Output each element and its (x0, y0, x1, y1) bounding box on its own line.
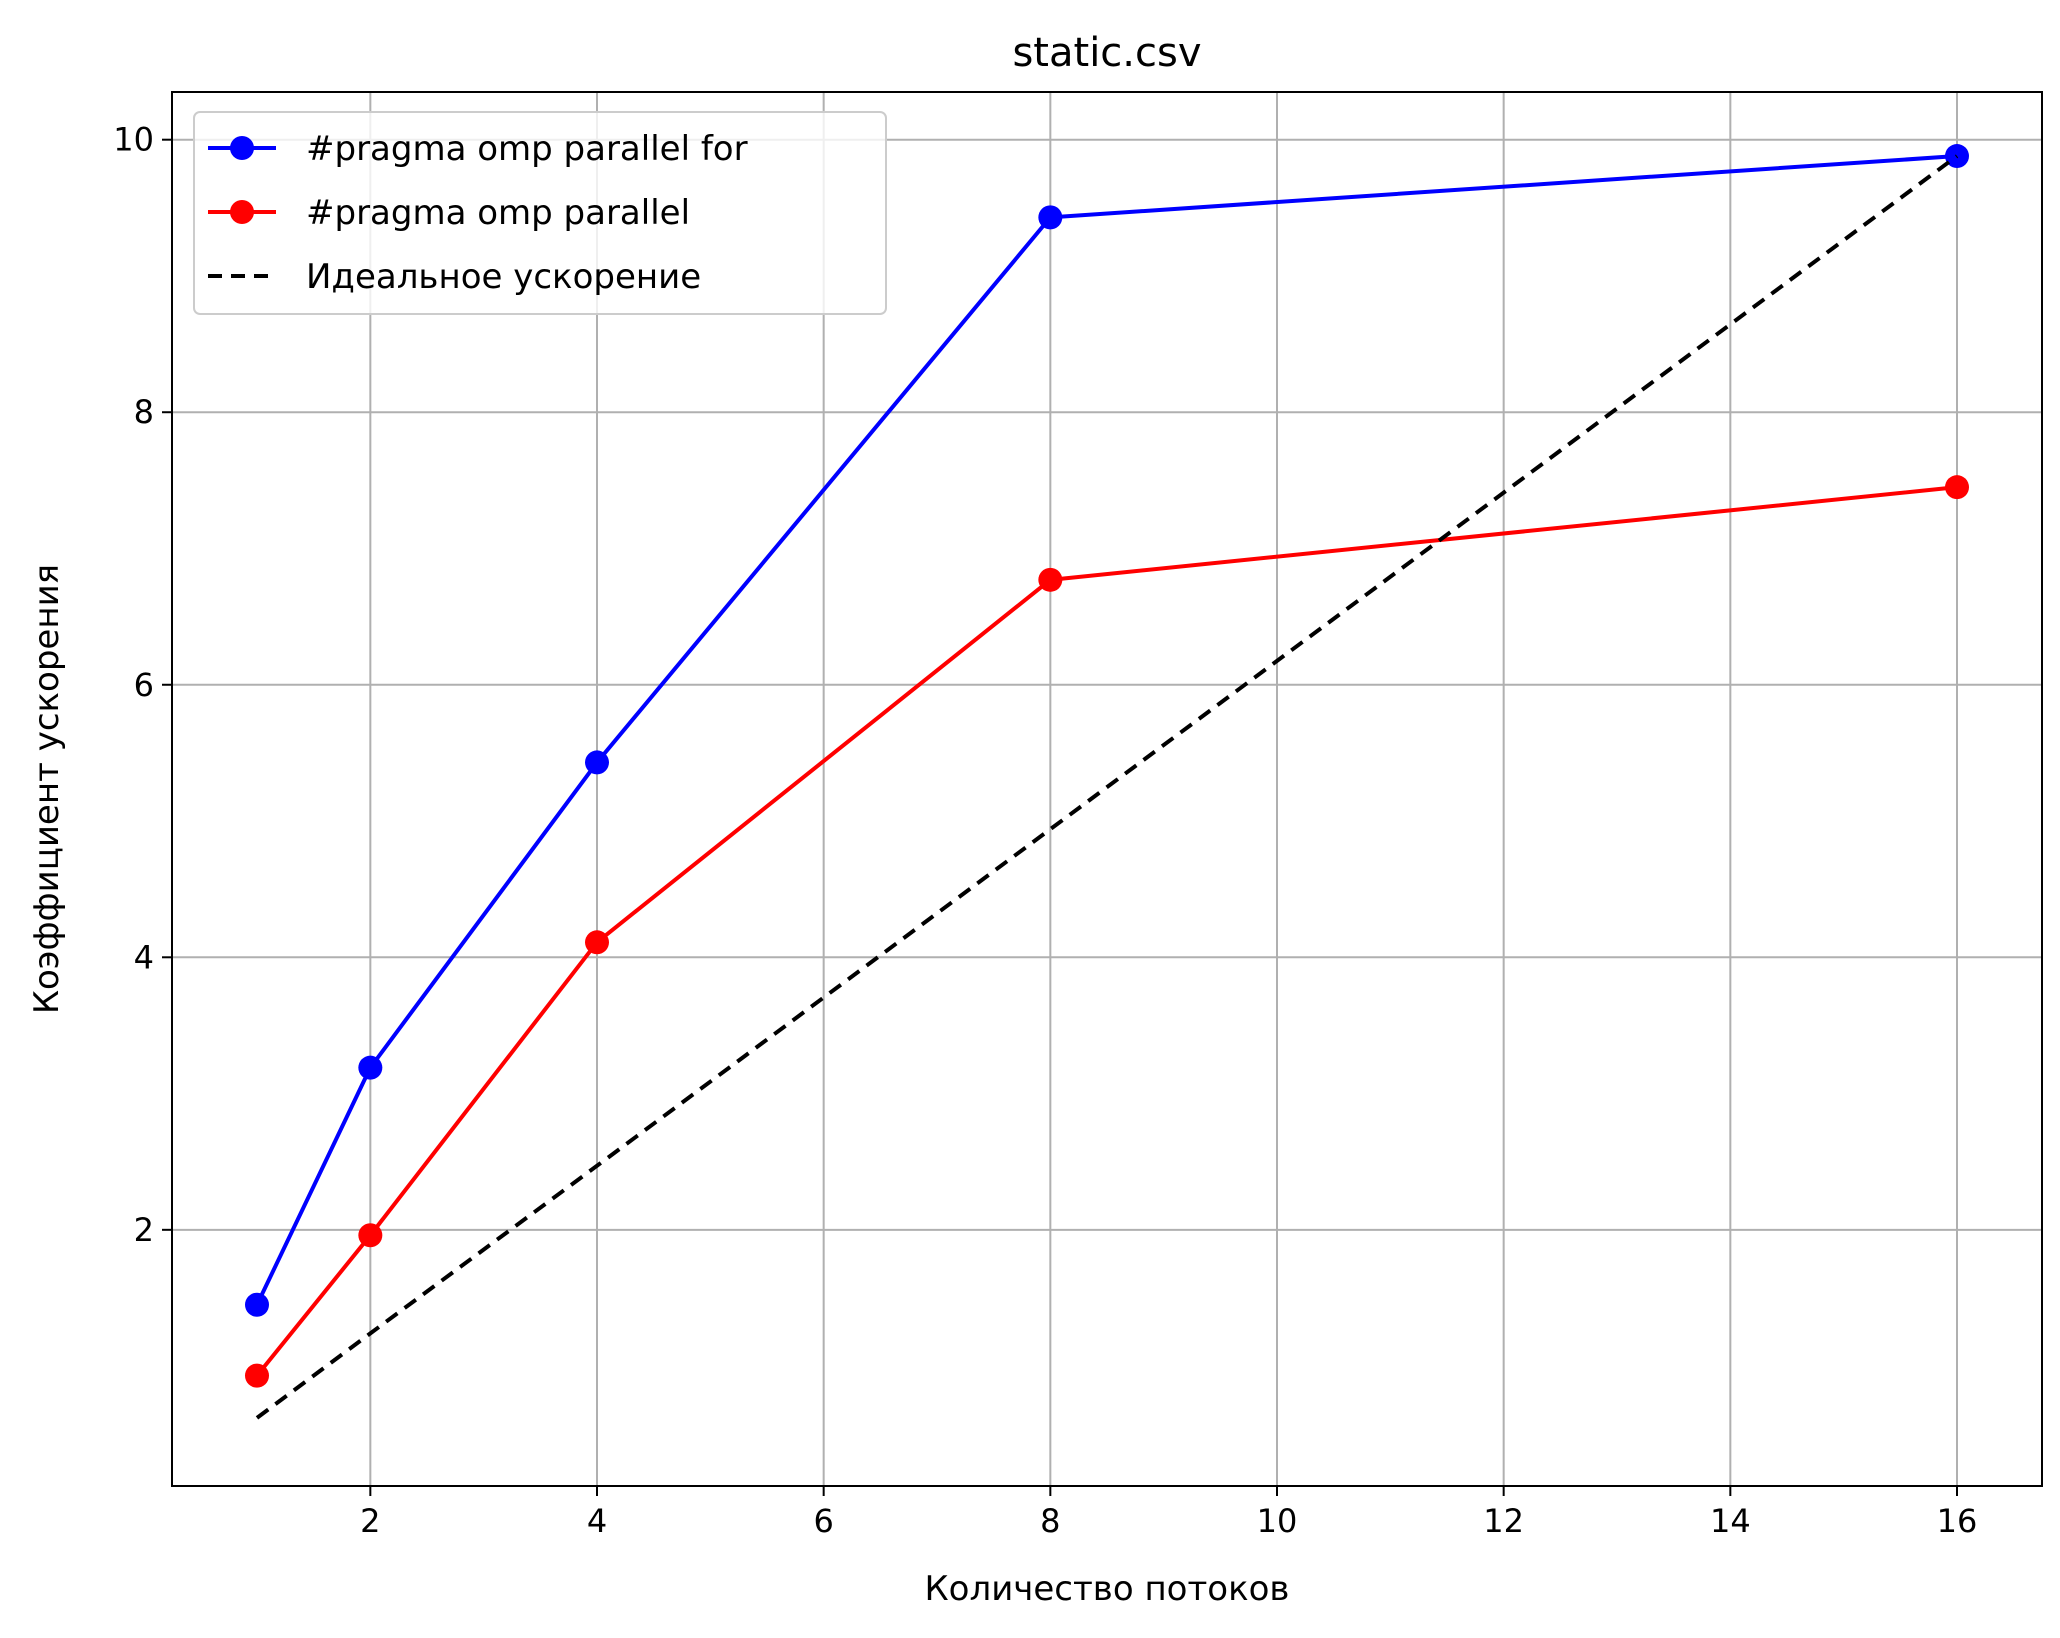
legend-marker-0 (230, 136, 254, 160)
legend: #pragma omp parallel for #pragma omp para… (193, 111, 887, 315)
plot-frame (171, 91, 2043, 1487)
series-1-point (1038, 567, 1063, 592)
x-tick-label: 12 (1483, 1502, 1524, 1540)
y-axis-label: Коэффициент ускорения (27, 564, 67, 1014)
legend-box (193, 111, 887, 315)
series-0-point (1038, 205, 1063, 230)
y-tick-label: 10 (113, 121, 154, 159)
y-tick-label: 8 (134, 393, 154, 431)
series-0-point (358, 1055, 383, 1080)
series-1-point (358, 1223, 383, 1248)
y-axis-ticks: 2 4 6 8 10 (113, 121, 172, 1249)
y-tick-label: 6 (134, 666, 154, 704)
grid (172, 92, 2042, 1486)
series-line-2 (255, 154, 1959, 1420)
chart-title: static.csv (1012, 30, 1201, 76)
legend-label-0: #pragma omp parallel for (306, 129, 748, 169)
legend-label-2: Идеальное ускорение (306, 257, 701, 297)
series-0-point (585, 750, 609, 775)
x-tick-label: 8 (1040, 1502, 1060, 1540)
x-tick-label: 10 (1257, 1502, 1298, 1540)
x-tick-label: 16 (1937, 1502, 1978, 1540)
series-1-point (1945, 475, 1969, 500)
x-tick-label: 4 (587, 1502, 607, 1540)
x-tick-label: 2 (360, 1502, 380, 1540)
x-tick-label: 6 (813, 1502, 833, 1540)
plot-series (245, 144, 1969, 1420)
series-0-point (245, 1292, 269, 1317)
series-1-point (585, 930, 609, 955)
x-axis-label: Количество потоков (925, 1569, 1290, 1609)
x-tick-label: 14 (1710, 1502, 1751, 1540)
legend-label-1: #pragma omp parallel (306, 193, 690, 233)
y-tick-label: 2 (134, 1211, 154, 1249)
legend-marker-1 (230, 200, 254, 224)
x-axis-ticks: 2 4 6 8 10 12 14 16 (360, 1486, 1977, 1540)
series-1-point (245, 1363, 269, 1388)
y-tick-label: 4 (134, 938, 154, 976)
